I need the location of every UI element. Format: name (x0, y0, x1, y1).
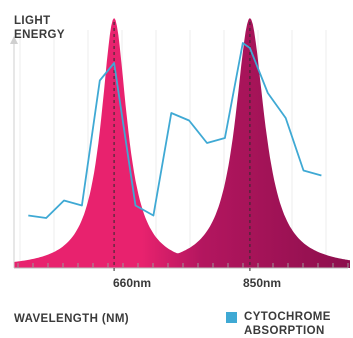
legend-label-line1: CYTOCHROME (244, 311, 331, 323)
peak-label-850: 850nm (243, 276, 282, 290)
legend-label: CYTOCHROME ABSORPTION (244, 310, 331, 338)
y-axis-title: LIGHT ENERGY (14, 14, 65, 42)
y-axis-title-line2: ENERGY (14, 29, 65, 41)
y-axis-title-line1: LIGHT (14, 15, 51, 27)
light-energy-area (14, 18, 350, 268)
x-axis-ticks (17, 263, 349, 268)
cytochrome-absorption-line (28, 42, 322, 219)
legend-label-line2: ABSORPTION (244, 325, 325, 337)
x-axis-title: WAVELENGTH (NM) (14, 313, 130, 325)
peak-label-660: 660nm (113, 276, 152, 290)
legend-swatch-cytochrome (226, 312, 237, 323)
y-axis-arrow (10, 36, 18, 44)
